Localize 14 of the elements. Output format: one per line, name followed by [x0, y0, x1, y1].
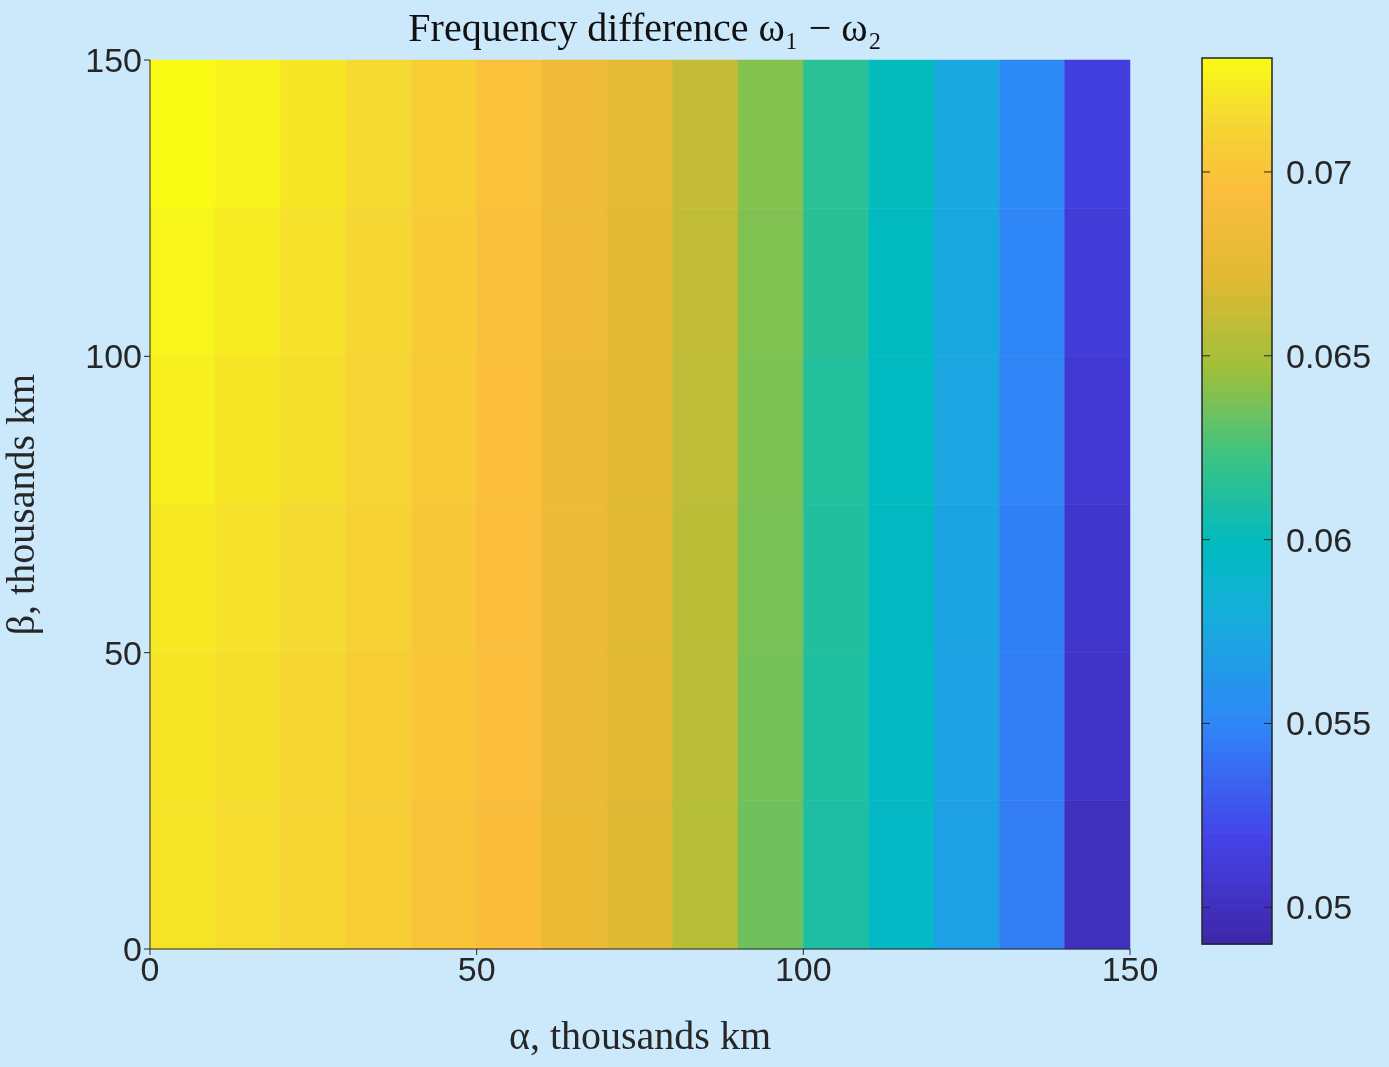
- x-tick-label: 50: [457, 950, 496, 989]
- x-axis-title: α, thousands km: [508, 1013, 772, 1058]
- color-bar-label: 0.06: [1286, 520, 1353, 559]
- color-bar-label: 0.065: [1286, 336, 1372, 375]
- y-axis-title: β, thousands km: [0, 373, 44, 636]
- y-tick-label: 150: [85, 41, 142, 80]
- color-bar-label: 0.05: [1286, 888, 1353, 927]
- color-bar-label: 0.07: [1286, 152, 1353, 191]
- y-tick-label: 50: [104, 633, 142, 672]
- x-tick-label: 150: [1101, 950, 1159, 989]
- chart-title: Frequency difference ω₁ − ω₂: [407, 4, 883, 51]
- y-tick-label: 100: [85, 337, 142, 376]
- x-tick-label: 100: [774, 950, 832, 989]
- color-bar-label: 0.055: [1286, 704, 1372, 743]
